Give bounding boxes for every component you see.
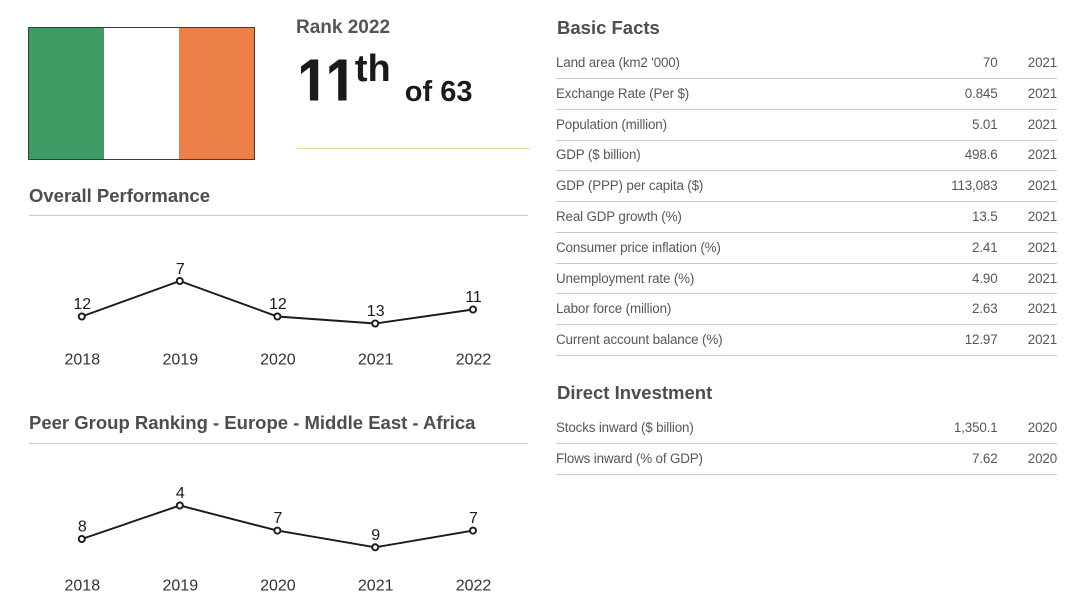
svg-text:2021: 2021 bbox=[358, 352, 394, 369]
svg-text:12: 12 bbox=[73, 296, 91, 313]
svg-text:2019: 2019 bbox=[163, 352, 199, 369]
svg-text:2020: 2020 bbox=[260, 578, 296, 595]
svg-text:11: 11 bbox=[465, 289, 482, 306]
svg-text:2022: 2022 bbox=[456, 578, 492, 595]
svg-text:4: 4 bbox=[176, 485, 185, 502]
svg-text:2018: 2018 bbox=[65, 578, 101, 595]
svg-text:7: 7 bbox=[469, 510, 478, 527]
svg-text:8: 8 bbox=[78, 519, 87, 536]
svg-text:7: 7 bbox=[273, 510, 282, 527]
svg-text:2020: 2020 bbox=[260, 352, 296, 369]
svg-text:2022: 2022 bbox=[456, 352, 492, 369]
svg-text:2019: 2019 bbox=[163, 578, 199, 595]
svg-text:9: 9 bbox=[371, 527, 380, 544]
svg-text:12: 12 bbox=[269, 296, 287, 313]
svg-text:7: 7 bbox=[176, 261, 185, 278]
svg-text:2021: 2021 bbox=[358, 578, 394, 595]
svg-text:2018: 2018 bbox=[65, 352, 101, 369]
svg-text:13: 13 bbox=[367, 303, 385, 320]
